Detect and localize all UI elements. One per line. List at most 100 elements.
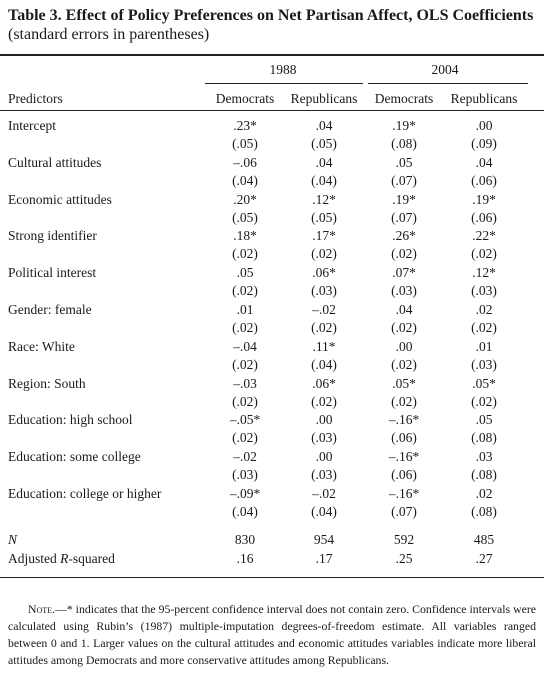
col-header-dem-1988: Democrats <box>215 91 275 106</box>
year-header-2004: 2004 <box>431 62 459 77</box>
coefficient-cell: .04 <box>315 118 333 133</box>
predictor-label: Strong identifier <box>8 228 97 244</box>
adjusted-r-squared-label: Adjusted R-squared <box>8 551 115 567</box>
predictor-label: Education: high school <box>8 412 133 428</box>
coefficient-cell: .00 <box>475 118 493 133</box>
standard-error-cell: (.03) <box>311 430 337 446</box>
standard-error-cell: (.02) <box>232 320 258 335</box>
predictor-label: Political interest <box>8 265 97 281</box>
coefficient-cell: –.05* <box>229 412 261 428</box>
coefficient-cell: –.09* <box>229 486 261 501</box>
predictor-label: Gender: female <box>8 302 92 317</box>
standard-error-cell: (.04) <box>311 356 337 372</box>
coefficient-cell: .20* <box>233 191 257 207</box>
standard-error-cell: (.04) <box>311 172 337 188</box>
r-squared-value-cell: .17 <box>315 551 333 566</box>
coefficient-cell: .19* <box>392 191 416 207</box>
coefficient-cell: .02 <box>475 302 493 317</box>
coefficient-cell: –.02 <box>233 449 257 465</box>
r-squared-value-cell: .27 <box>475 551 493 566</box>
coefficient-cell: –.16* <box>388 449 420 465</box>
r-squared-value-cell: .25 <box>395 551 413 566</box>
coefficient-cell: .05* <box>392 375 416 391</box>
standard-error-cell: (.02) <box>232 393 258 409</box>
col-header-rep-1988: Republicans <box>290 91 358 106</box>
col-header-dem-2004: Democrats <box>374 91 434 106</box>
standard-error-cell: (.03) <box>471 283 497 299</box>
standard-error-cell: (.02) <box>471 246 497 262</box>
standard-error-cell: (.02) <box>391 320 417 335</box>
standard-error-cell: (.03) <box>232 467 258 483</box>
n-value-cell: 485 <box>473 532 495 547</box>
coefficient-cell: .05 <box>475 412 493 428</box>
standard-error-cell: (.05) <box>311 136 337 151</box>
standard-error-cell: (.02) <box>391 356 417 372</box>
standard-error-cell: (.07) <box>391 209 417 225</box>
table-note: Note.—* indicates that the 95-percent co… <box>8 602 536 667</box>
standard-error-cell: (.05) <box>232 209 258 225</box>
standard-error-cell: (.03) <box>391 283 417 299</box>
coefficient-cell: –.02 <box>312 486 336 501</box>
coefficient-cell: .23* <box>233 118 257 133</box>
n-value-cell: 954 <box>313 532 335 547</box>
header-rule <box>0 110 544 111</box>
coefficient-cell: .18* <box>233 228 257 244</box>
coefficient-cell: .03 <box>475 449 493 465</box>
predictor-label: Intercept <box>8 118 56 133</box>
r2-label-suffix: -squared <box>68 551 115 566</box>
predictor-label: Region: South <box>8 375 86 391</box>
n-value-cell: 592 <box>393 532 415 547</box>
coefficient-cell: –.16* <box>388 412 420 428</box>
r2-label-italic: R <box>60 551 69 566</box>
coefficient-cell: .00 <box>315 412 333 428</box>
standard-error-cell: (.02) <box>232 430 258 446</box>
coefficient-cell: .12* <box>472 265 496 281</box>
coefficient-cell: .17* <box>312 228 336 244</box>
standard-error-cell: (.02) <box>471 320 497 335</box>
top-rule <box>0 54 544 56</box>
coefficient-cell: .04 <box>315 154 333 170</box>
coefficient-cell: –.03 <box>233 375 257 391</box>
predictor-label: Education: college or higher <box>8 486 162 501</box>
standard-error-cell: (.07) <box>391 172 417 188</box>
year-underline-2004 <box>368 83 528 84</box>
n-value-cell: 830 <box>234 532 256 547</box>
standard-error-cell: (.02) <box>471 393 497 409</box>
r-squared-value-cell: .16 <box>236 551 254 566</box>
coefficient-cell: .22* <box>472 228 496 244</box>
coefficient-cell: .04 <box>475 154 493 170</box>
coefficient-cell: .12* <box>312 191 336 207</box>
coefficient-cell: .01 <box>475 338 493 354</box>
standard-error-cell: (.08) <box>471 467 497 483</box>
standard-error-cell: (.06) <box>471 172 497 188</box>
coefficient-cell: .07* <box>392 265 416 281</box>
coefficient-cell: .05 <box>236 265 254 281</box>
coefficient-cell: .00 <box>395 338 413 354</box>
predictor-label: Race: White <box>8 338 75 354</box>
coefficient-cell: .05* <box>472 375 496 391</box>
coefficient-cell: .26* <box>392 228 416 244</box>
coefficient-cell: .06* <box>312 265 336 281</box>
coefficient-cell: .19* <box>472 191 496 207</box>
standard-error-cell: (.02) <box>391 393 417 409</box>
coefficient-cell: –.16* <box>388 486 420 501</box>
standard-error-cell: (.04) <box>311 504 337 519</box>
year-underline-1988 <box>205 83 363 84</box>
coefficient-cell: –.04 <box>233 338 257 354</box>
coefficient-cell: .19* <box>392 118 416 133</box>
predictors-header: Predictors <box>8 91 63 106</box>
standard-error-cell: (.05) <box>232 136 258 151</box>
table-title: Table 3. Effect of Policy Preferences on… <box>8 7 534 43</box>
coefficient-cell: .02 <box>475 486 493 501</box>
standard-error-cell: (.06) <box>391 467 417 483</box>
standard-error-cell: (.02) <box>311 320 337 335</box>
n-label: N <box>8 532 18 547</box>
coefficient-cell: –.02 <box>312 302 336 317</box>
standard-error-cell: (.02) <box>311 246 337 262</box>
coefficient-cell: .01 <box>236 302 254 317</box>
coefficient-cell: .00 <box>315 449 333 465</box>
standard-error-cell: (.04) <box>232 504 258 519</box>
coefficient-cell: .05 <box>395 154 413 170</box>
standard-error-cell: (.08) <box>391 136 417 151</box>
standard-error-cell: (.08) <box>471 430 497 446</box>
